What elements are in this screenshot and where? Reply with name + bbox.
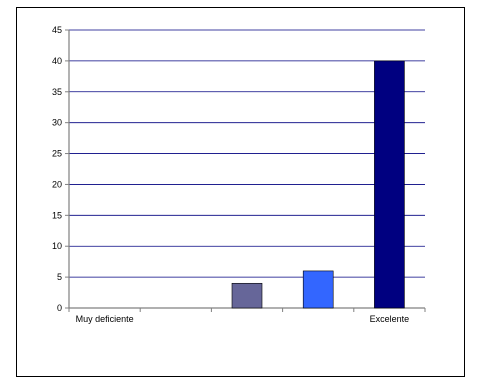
y-tick-label: 15 [52, 210, 62, 220]
y-tick-label: 0 [57, 303, 62, 313]
y-tick-label: 25 [52, 149, 62, 159]
x-category-label: Excelente [370, 314, 410, 324]
x-category-label: Muy deficiente [76, 314, 134, 324]
chart-frame: 0 5 10 15 20 25 30 35 40 45 Muy deficiente Excelent… [16, 7, 465, 377]
y-tick-label: 20 [52, 179, 62, 189]
bar-4 [302, 270, 334, 309]
y-tick-label: 30 [52, 118, 62, 128]
y-tick-label: 5 [57, 272, 62, 282]
y-tick-label: 45 [52, 25, 62, 35]
y-tick-label: 10 [52, 241, 62, 251]
y-tick-label: 40 [52, 56, 62, 66]
bar-5 [374, 60, 405, 309]
y-tick-label: 35 [52, 87, 62, 97]
bar-chart: 0 5 10 15 20 25 30 35 40 45 Muy deficiente Excelent… [52, 25, 426, 324]
bar-3 [231, 282, 263, 309]
